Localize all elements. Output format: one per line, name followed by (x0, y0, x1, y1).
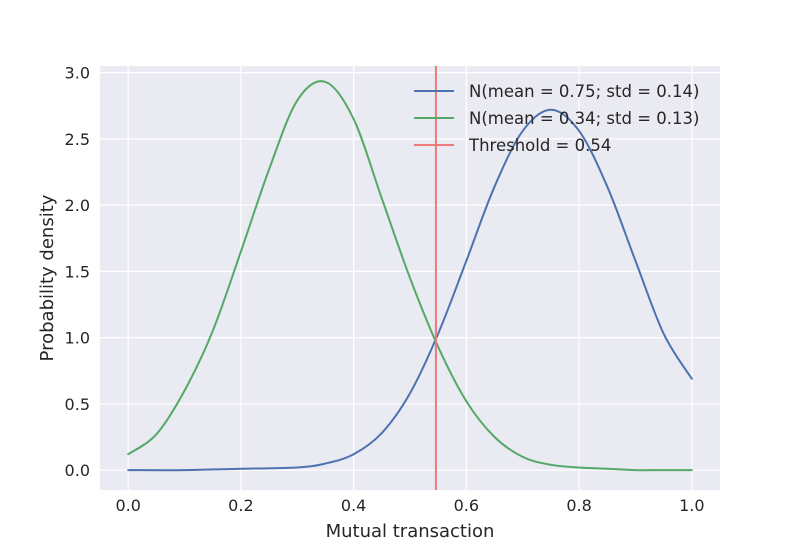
legend-label: N(mean = 0.75; std = 0.14) (469, 82, 699, 101)
y-tick-label: 0.0 (65, 461, 90, 480)
x-tick-label: 0.8 (566, 496, 591, 515)
x-tick-label: 0.6 (454, 496, 479, 515)
legend-label: Threshold = 0.54 (468, 136, 611, 155)
series-line-1 (127, 108, 693, 472)
legend: N(mean = 0.75; std = 0.14) N(mean = 0.34;… (414, 82, 699, 155)
y-axis-label: Probability density (37, 194, 58, 361)
y-tick-label: 2.5 (65, 130, 90, 149)
series-layer (127, 66, 693, 490)
y-tick-label: 3.0 (65, 64, 90, 83)
x-tick-label: 0.2 (228, 496, 253, 515)
y-tick-label: 1.0 (65, 329, 90, 348)
legend-label: N(mean = 0.34; std = 0.13) (469, 109, 699, 128)
x-tick-label: 1.0 (679, 496, 704, 515)
x-tick-label: 0.4 (341, 496, 366, 515)
tick-labels: 0.0 0.2 0.4 0.6 0.8 1.0 0.0 0.5 1.0 1.5 2.0 2.5 3.0 (65, 64, 705, 515)
x-tick-label: 0.0 (115, 496, 140, 515)
series-line-2 (127, 80, 693, 472)
y-tick-label: 1.5 (65, 262, 90, 281)
y-tick-label: 2.0 (65, 196, 90, 215)
grid-lines (100, 66, 720, 490)
x-axis-label: Mutual transaction (326, 521, 495, 542)
y-tick-label: 0.5 (65, 395, 90, 414)
